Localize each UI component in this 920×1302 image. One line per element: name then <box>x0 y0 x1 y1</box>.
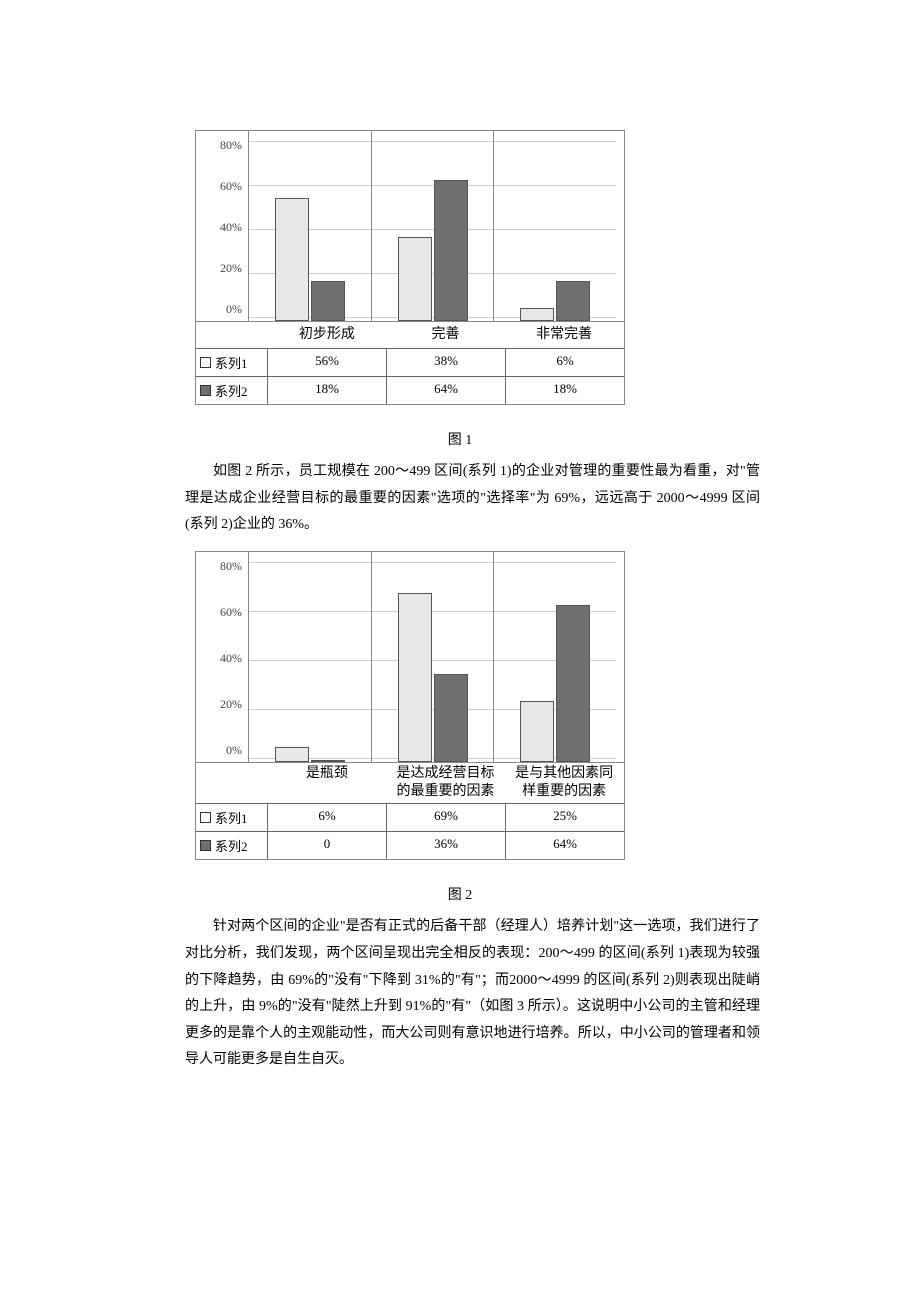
chart-2-bars <box>248 552 616 762</box>
y-tick: 80% <box>220 560 242 572</box>
chart-2-category-row: x 是瓶颈 是达成经营目标的最重要的因素 是与其他因素同样重要的因素 <box>196 762 624 803</box>
chart-2-y-axis: 80% 60% 40% 20% 0% <box>196 552 248 762</box>
category-label: 初步形成 <box>268 322 387 348</box>
series-name: 系列2 <box>215 836 248 855</box>
category-label: 非常完善 <box>505 322 624 348</box>
series-legend: 系列1 <box>196 804 268 831</box>
square-hollow-icon <box>200 812 211 823</box>
series-name: 系列2 <box>215 381 248 400</box>
series-name: 系列1 <box>215 353 248 372</box>
y-tick: 20% <box>220 698 242 710</box>
bar <box>311 281 345 321</box>
series-legend: 系列2 <box>196 832 268 859</box>
data-cell: 56% <box>268 349 387 376</box>
bar <box>556 605 590 762</box>
y-tick: 0% <box>226 744 242 756</box>
data-cell: 64% <box>387 377 506 404</box>
data-cell: 6% <box>268 804 387 831</box>
y-tick: 60% <box>220 606 242 618</box>
paragraph-text: 如图 2 所示，员工规模在 200～499 区间(系列 1)的企业对管理的重要性… <box>185 459 760 539</box>
chart-1-box: 80% 60% 40% 20% 0% x 初步形成 完善 非常完善 系列1 <box>195 130 625 405</box>
bar <box>434 674 468 762</box>
square-filled-icon <box>200 840 211 851</box>
figure-2-caption: 图 2 <box>0 884 920 904</box>
chart-2-series2-row: 系列2 0 36% 64% <box>196 831 624 859</box>
category-label: 是与其他因素同样重要的因素 <box>505 763 624 803</box>
data-cell: 25% <box>506 804 624 831</box>
bar <box>434 180 468 321</box>
square-hollow-icon <box>200 357 211 368</box>
chart-1-series2-row: 系列2 18% 64% 18% <box>196 376 624 404</box>
bar <box>398 237 432 321</box>
category-label: 完善 <box>387 322 506 348</box>
bar-group <box>372 552 495 762</box>
category-label: 是瓶颈 <box>268 763 387 803</box>
data-cell: 0 <box>268 832 387 859</box>
figure-2: 80% 60% 40% 20% 0% x 是瓶颈 是达成经营目标的最重要的因素 … <box>195 551 625 860</box>
series-legend: 系列1 <box>196 349 268 376</box>
figure-1: 80% 60% 40% 20% 0% x 初步形成 完善 非常完善 系列1 <box>195 130 625 405</box>
y-tick: 80% <box>220 139 242 151</box>
chart-2-plot: 80% 60% 40% 20% 0% <box>196 552 624 762</box>
bar-group <box>372 131 495 321</box>
square-filled-icon <box>200 385 211 396</box>
bar <box>520 308 554 321</box>
bar <box>520 701 554 762</box>
bar-group <box>494 552 616 762</box>
category-label: 是达成经营目标的最重要的因素 <box>387 763 506 803</box>
data-cell: 6% <box>506 349 624 376</box>
chart-1-bars <box>248 131 616 321</box>
paragraph-1: 如图 2 所示，员工规模在 200～499 区间(系列 1)的企业对管理的重要性… <box>185 459 760 539</box>
y-tick: 60% <box>220 180 242 192</box>
paragraph-2: 针对两个区间的企业"是否有正式的后备干部（经理人）培养计划"这一选项，我们进行了… <box>185 914 760 1074</box>
figure-1-caption: 图 1 <box>0 429 920 449</box>
y-tick: 40% <box>220 221 242 233</box>
bar-group <box>249 131 372 321</box>
bar-group <box>494 131 616 321</box>
data-cell: 18% <box>268 377 387 404</box>
chart-1-y-axis: 80% 60% 40% 20% 0% <box>196 131 248 321</box>
bar <box>275 747 309 762</box>
chart-2-series1-row: 系列1 6% 69% 25% <box>196 803 624 831</box>
data-cell: 36% <box>387 832 506 859</box>
data-cell: 69% <box>387 804 506 831</box>
chart-2-box: 80% 60% 40% 20% 0% x 是瓶颈 是达成经营目标的最重要的因素 … <box>195 551 625 860</box>
paragraph-text: 针对两个区间的企业"是否有正式的后备干部（经理人）培养计划"这一选项，我们进行了… <box>185 914 760 1074</box>
data-cell: 18% <box>506 377 624 404</box>
y-tick: 0% <box>226 303 242 315</box>
bar <box>556 281 590 321</box>
bar <box>398 593 432 762</box>
chart-1-category-row: x 初步形成 完善 非常完善 <box>196 321 624 348</box>
data-cell: 64% <box>506 832 624 859</box>
chart-1-series1-row: 系列1 56% 38% 6% <box>196 348 624 376</box>
series-name: 系列1 <box>215 808 248 827</box>
bar <box>311 760 345 762</box>
y-tick: 20% <box>220 262 242 274</box>
y-tick: 40% <box>220 652 242 664</box>
chart-1-plot: 80% 60% 40% 20% 0% <box>196 131 624 321</box>
bar <box>275 198 309 321</box>
series-legend: 系列2 <box>196 377 268 404</box>
bar-group <box>249 552 372 762</box>
data-cell: 38% <box>387 349 506 376</box>
